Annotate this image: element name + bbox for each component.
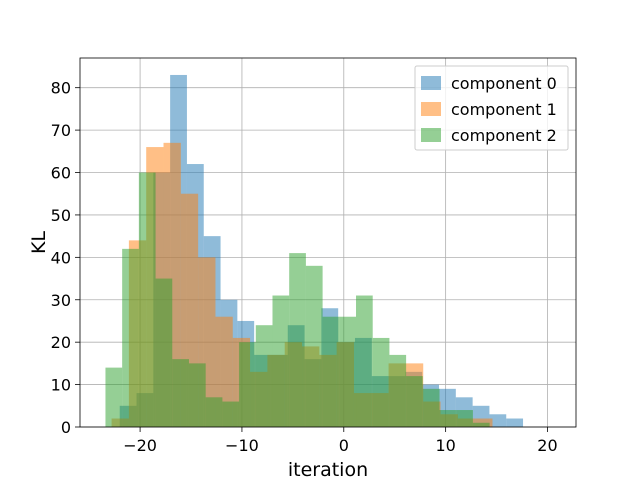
legend-swatch <box>421 76 441 90</box>
y-tick-label: 40 <box>51 248 71 267</box>
histogram-bar-series-2 <box>472 422 490 427</box>
histogram-bar-series-2 <box>305 265 323 427</box>
axes-frame <box>79 57 577 428</box>
x-tick-label: 10 <box>435 436 455 455</box>
x-tick-label: −10 <box>225 436 259 455</box>
y-tick-label: 50 <box>51 206 71 225</box>
histogram-bar-series-2 <box>372 337 390 427</box>
histogram-bar-series-2 <box>406 376 423 427</box>
histogram-bar-series-2 <box>239 342 256 427</box>
histogram-bar-series-2 <box>339 316 357 427</box>
histogram-bar-series-2 <box>138 172 156 427</box>
histogram-bar-series-2 <box>222 401 240 427</box>
axis-ticks: −20 −10 0 10 20 0 10 20 30 40 50 60 70 80 <box>51 79 558 455</box>
histogram-bar-series-2 <box>272 295 290 427</box>
x-tick-label: 20 <box>537 436 557 455</box>
x-tick-label: 0 <box>339 436 349 455</box>
legend-box <box>414 65 569 151</box>
y-tick-label: 20 <box>51 333 71 352</box>
x-axis-label: iteration <box>288 459 368 480</box>
histogram-bar-series-2 <box>255 325 273 427</box>
histogram-bars <box>105 74 524 428</box>
histogram-bar-series-2 <box>205 397 223 427</box>
histogram-bar-series-2 <box>155 278 173 427</box>
histogram-bar-series-2 <box>389 354 407 427</box>
histogram-bar-series-0 <box>506 418 524 427</box>
legend-swatch <box>421 128 441 142</box>
histogram-bar-series-2 <box>439 410 457 427</box>
histogram-bar-series-2 <box>172 359 189 427</box>
legend-swatch <box>421 102 441 116</box>
legend: component 0 component 1 component 2 <box>414 65 569 151</box>
y-tick-label: 80 <box>51 79 71 98</box>
y-axis-label: KL <box>28 231 50 254</box>
y-tick-label: 60 <box>51 164 71 183</box>
legend-label: component 1 <box>451 100 557 119</box>
histogram-bar-series-2 <box>105 367 123 427</box>
histogram-bar-series-2 <box>422 388 440 427</box>
histogram-bar-series-0 <box>489 414 507 427</box>
y-tick-label: 70 <box>51 121 71 140</box>
histogram-bar-series-2 <box>456 410 473 427</box>
legend-label: component 2 <box>451 126 557 145</box>
x-tick-label: −20 <box>123 436 157 455</box>
y-tick-label: 30 <box>51 291 71 310</box>
histogram-bar-series-2 <box>122 248 139 427</box>
histogram-bar-series-2 <box>289 253 306 427</box>
y-tick-label: 0 <box>61 418 71 437</box>
histogram-bar-series-2 <box>188 363 206 427</box>
legend-label: component 0 <box>451 74 557 93</box>
y-tick-label: 10 <box>51 376 71 395</box>
histogram-bar-series-2 <box>322 316 340 427</box>
histogram-bar-series-2 <box>356 295 373 427</box>
